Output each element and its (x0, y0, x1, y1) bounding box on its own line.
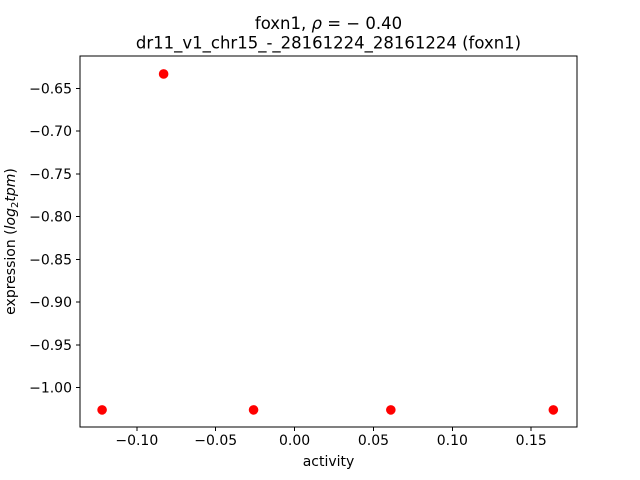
y-axis-ticks: −0.65 −0.70 −0.75 −0.80 −0.85 −0.90 −0.95 −1.00 (29, 81, 80, 397)
y-axis-label-prefix: expression ( (3, 229, 19, 314)
y-axis-label-var: tpm (3, 174, 19, 202)
data-point (548, 405, 559, 415)
chart-title-rho-value: = − 0.40 (322, 14, 402, 33)
x-tick-label: 0.15 (516, 433, 547, 449)
data-point (97, 405, 107, 415)
x-tick-label: −0.05 (194, 433, 237, 449)
data-point (248, 405, 259, 415)
plot-border (79, 55, 578, 428)
x-tick-label: 0.05 (358, 433, 389, 449)
y-tick-label: −0.75 (29, 167, 72, 183)
y-axis-label-log: log (3, 208, 19, 229)
y-tick-label: −0.65 (29, 81, 72, 97)
y-axis-label-subscript: 2 (10, 202, 21, 208)
y-tick-label: −0.85 (29, 252, 72, 268)
y-tick-label: −0.90 (29, 295, 72, 311)
chart-subtitle: dr11_v1_chr15_-_28161224_28161224 (foxn1… (136, 34, 521, 54)
y-axis-label: expression (log2tpm) (3, 168, 21, 315)
y-tick-label: −0.70 (29, 124, 72, 140)
y-tick-label: −1.00 (29, 381, 72, 397)
x-tick-label: −0.10 (115, 433, 158, 449)
scatter-points (97, 69, 559, 415)
x-axis-label: activity (303, 454, 355, 470)
y-axis-label-suffix: ) (3, 168, 19, 173)
data-point (386, 405, 396, 415)
data-point (158, 69, 169, 79)
chart-title: foxn1, ρ = − 0.40 (255, 14, 402, 33)
x-tick-label: 0.10 (437, 433, 468, 449)
y-tick-label: −0.80 (29, 210, 72, 226)
rho-symbol: ρ (312, 14, 323, 33)
x-axis-ticks: −0.10 −0.05 0.00 0.05 0.10 0.15 (115, 427, 547, 449)
y-tick-label: −0.95 (29, 338, 72, 354)
chart-title-gene: foxn1, (255, 14, 312, 33)
x-tick-label: 0.00 (279, 433, 310, 449)
